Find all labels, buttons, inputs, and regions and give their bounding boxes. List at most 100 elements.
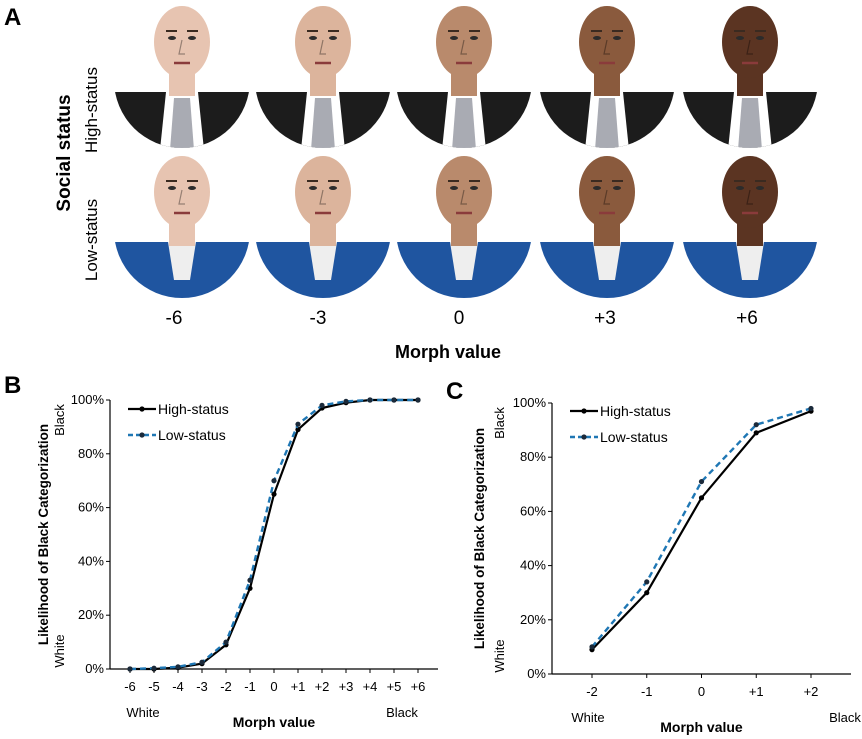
high-status-point xyxy=(247,585,253,591)
row-label-low: Low-status xyxy=(82,198,101,282)
high-status-point xyxy=(271,491,277,497)
panel-a-letter: A xyxy=(4,4,22,31)
x-tick-label: +1 xyxy=(291,679,306,694)
low-status-point xyxy=(343,398,349,404)
y-axis-bottom-label: White xyxy=(492,639,507,672)
low-status-point xyxy=(271,478,277,484)
chart-c: 0% 20% 40% 60% 80% 100% -2 -1 0 +1 +2 High-status Lo… xyxy=(472,395,861,735)
low-status-point xyxy=(644,579,650,585)
low-status-point xyxy=(808,405,814,412)
morph-tick-neg6: -6 xyxy=(165,308,183,329)
panel-b-letter: B xyxy=(4,372,22,399)
legend-label-low: Low-status xyxy=(158,427,226,443)
morph-tick-neg3: -3 xyxy=(309,308,327,329)
low-status-face--6 xyxy=(114,156,250,298)
x-tick-label: +6 xyxy=(411,679,426,694)
low-status-point xyxy=(151,665,157,671)
y-tick-label: 60% xyxy=(78,500,104,515)
high-status-line xyxy=(591,410,812,651)
low-status-point xyxy=(223,639,229,645)
legend-label-high: High-status xyxy=(158,401,229,417)
social-status-title: Social status xyxy=(54,94,75,212)
low-status-point xyxy=(199,659,205,665)
x-axis-right-label: Black xyxy=(829,710,861,725)
high-status-point xyxy=(698,495,705,501)
x-axis-right-label: Black xyxy=(386,705,418,720)
x-axis-left-label: White xyxy=(571,710,604,725)
x-tick-label: -2 xyxy=(586,684,598,699)
x-tick-label: +4 xyxy=(363,679,378,694)
x-tick-label: +2 xyxy=(804,684,819,699)
y-tick-label: 20% xyxy=(78,607,104,622)
legend-marker xyxy=(581,408,587,414)
morph-tick-0: 0 xyxy=(453,308,465,329)
high-status-point xyxy=(644,590,650,596)
low-status-point xyxy=(367,397,373,403)
x-tick-label: -3 xyxy=(196,679,208,694)
y-tick-label: 20% xyxy=(520,612,546,627)
y-tick-label: 40% xyxy=(78,553,104,568)
low-status-face--3 xyxy=(255,156,391,298)
y-tick-label: 0% xyxy=(527,666,546,681)
x-axis-left-label: White xyxy=(126,705,159,720)
x-tick-label: -6 xyxy=(124,679,136,694)
y-tick-label: 60% xyxy=(520,503,546,518)
y-tick-label: 100% xyxy=(513,395,547,410)
panel-a-labels: Social status High-status Low-status xyxy=(0,0,101,300)
legend-marker xyxy=(581,434,587,440)
low-status-face-+3 xyxy=(539,156,675,298)
low-status-face-0 xyxy=(396,156,532,298)
morph-tick-pos3: +3 xyxy=(594,308,616,329)
x-tick-label: 0 xyxy=(270,679,277,694)
legend-label-low: Low-status xyxy=(600,429,668,445)
panel-c-letter: C xyxy=(446,378,464,405)
morph-tick-pos6: +6 xyxy=(736,308,758,329)
legend-label-high: High-status xyxy=(600,403,671,419)
face-grid xyxy=(114,6,818,298)
high-status-face--3 xyxy=(255,6,391,148)
legend-marker xyxy=(139,406,145,412)
y-axis-top-label: Black xyxy=(492,407,507,439)
chart-b: 0% 20% 40% 60% 80% 100% -6 -5 -4 -3 -2 -1 0 +1 +2 +3 +4 +… xyxy=(36,392,438,730)
y-tick-label: 0% xyxy=(85,661,104,676)
high-status-point xyxy=(753,430,759,436)
y-tick-label: 100% xyxy=(71,392,105,407)
y-tick-label: 80% xyxy=(520,449,546,464)
panel-a-axis-title: Morph value xyxy=(395,342,502,362)
y-tick-label: 40% xyxy=(520,558,546,573)
high-status-face--6 xyxy=(114,6,250,148)
x-axis-label: Morph value xyxy=(233,714,316,730)
row-label-high: High-status xyxy=(82,67,101,153)
high-status-face-0 xyxy=(396,6,532,148)
low-status-point xyxy=(415,397,421,403)
low-status-point xyxy=(127,666,133,672)
low-status-point xyxy=(295,421,301,427)
x-tick-label: -5 xyxy=(148,679,160,694)
y-axis-top-label: Black xyxy=(52,404,67,436)
x-tick-label: -1 xyxy=(244,679,256,694)
low-status-point xyxy=(175,664,181,670)
x-tick-label: 0 xyxy=(698,684,705,699)
x-tick-label: +3 xyxy=(339,679,354,694)
y-tick-label: 80% xyxy=(78,446,104,461)
x-tick-label: -2 xyxy=(220,679,232,694)
x-tick-label: -1 xyxy=(641,684,653,699)
y-axis-label: Likelihood of Black Categorization xyxy=(36,424,51,645)
low-status-point xyxy=(247,577,253,583)
x-tick-label: -4 xyxy=(172,679,184,694)
high-status-face-+3 xyxy=(539,6,675,148)
x-tick-label: +5 xyxy=(387,679,402,694)
low-status-point xyxy=(589,644,595,650)
y-axis-label: Likelihood of Black Categorization xyxy=(472,428,487,649)
legend-marker xyxy=(139,432,145,438)
low-status-point xyxy=(753,422,759,428)
x-tick-label: +1 xyxy=(749,684,764,699)
high-status-point xyxy=(295,426,301,433)
y-axis-bottom-label: White xyxy=(52,634,67,667)
low-status-point xyxy=(698,478,705,485)
high-status-face-+6 xyxy=(682,6,818,148)
x-axis-label: Morph value xyxy=(660,719,743,735)
low-status-point xyxy=(391,397,397,403)
x-tick-label: +2 xyxy=(315,679,330,694)
low-status-point xyxy=(319,402,325,408)
